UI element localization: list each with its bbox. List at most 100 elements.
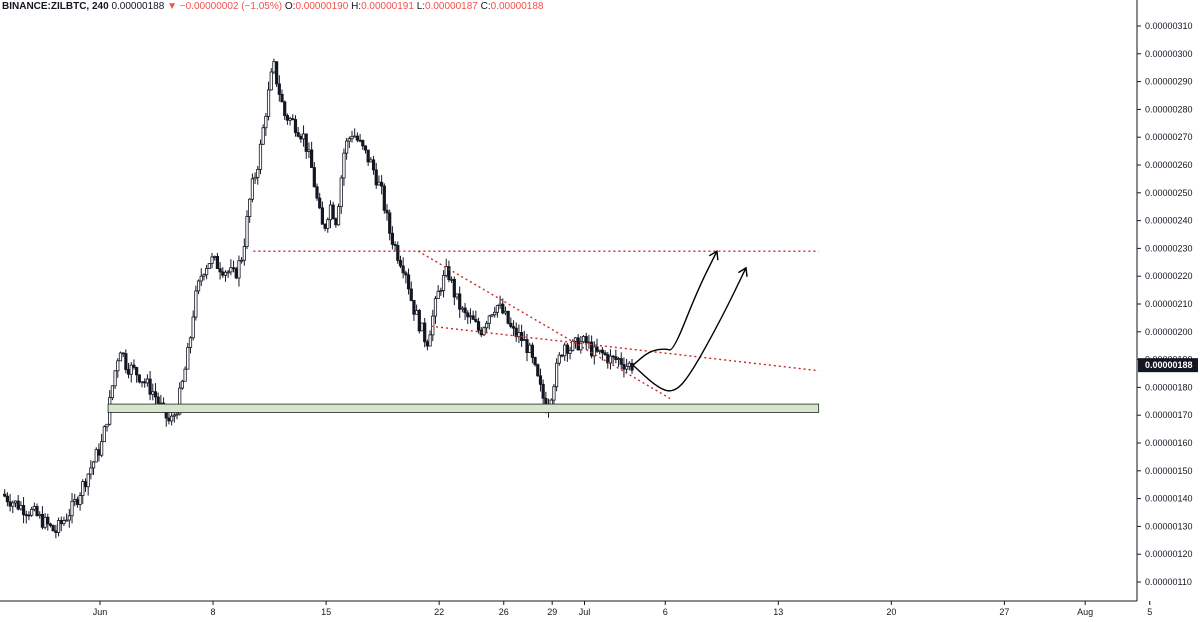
candle: [342, 148, 346, 186]
candle: [458, 286, 462, 319]
candle: [468, 308, 473, 324]
candle: [498, 295, 502, 310]
last-price: 0.00000188: [111, 1, 165, 12]
candle: [576, 334, 580, 351]
candle: [619, 352, 623, 370]
time-tick-label: 6: [663, 607, 668, 617]
time-tick-label: 13: [773, 607, 783, 617]
candle: [452, 276, 456, 306]
projected-path[interactable]: [632, 267, 747, 392]
candle: [73, 493, 77, 507]
candle: [234, 266, 238, 280]
candle: [43, 513, 47, 530]
time-tick-label: 22: [434, 607, 444, 617]
candle: [275, 61, 279, 88]
high-value: 0.00000191: [361, 1, 414, 12]
candle: [460, 306, 464, 313]
candle: [514, 322, 518, 342]
candle: [205, 264, 209, 280]
price-tick-label: 0.00000240: [1145, 216, 1193, 226]
candle: [471, 310, 475, 320]
arrow-head-icon: [708, 250, 719, 261]
candle: [320, 201, 324, 225]
candle: [315, 183, 319, 201]
candle: [377, 175, 381, 186]
candle: [396, 241, 400, 264]
trendline[interactable]: [417, 250, 671, 400]
candle: [366, 149, 370, 166]
candle: [124, 349, 128, 374]
candle: [240, 257, 244, 264]
candle: [148, 371, 152, 401]
candle: [94, 447, 98, 463]
candle: [293, 115, 298, 137]
candle: [3, 489, 7, 498]
support-zone[interactable]: [107, 403, 820, 413]
candle: [482, 326, 486, 337]
current-price-label: 0.00000188: [1145, 360, 1193, 370]
candle: [441, 270, 446, 298]
candle: [102, 425, 106, 443]
candle: [336, 203, 341, 226]
candle: [46, 513, 50, 531]
symbol-label: BINANCE:ZILBTC, 240: [2, 1, 109, 12]
candle: [420, 322, 424, 332]
price-axis[interactable]: 0.00000310 0.00000300 0.00000290 0.00000280…: [1136, 0, 1193, 601]
price-tick-label: 0.00000250: [1145, 188, 1193, 198]
candle: [382, 183, 386, 214]
candle: [116, 358, 120, 378]
candle: [97, 443, 101, 462]
candle: [326, 217, 330, 233]
candle: [291, 114, 295, 121]
trendline[interactable]: [430, 325, 819, 372]
price-tick-label: 0.00000110: [1145, 577, 1192, 587]
candle: [608, 349, 613, 370]
close-label: C:: [480, 1, 491, 12]
candle: [78, 492, 82, 511]
price-tick-label: 0.00000170: [1145, 410, 1193, 420]
candle: [398, 255, 403, 269]
candle: [35, 503, 39, 517]
time-tick-label: Jun: [93, 607, 108, 617]
candle: [404, 270, 408, 284]
candle: [487, 315, 491, 330]
candle: [56, 517, 61, 537]
low-label: L:: [416, 1, 426, 12]
candle: [231, 260, 236, 273]
candle: [51, 524, 55, 532]
candle: [202, 273, 206, 281]
candle: [59, 516, 63, 532]
candle: [221, 267, 225, 278]
candle: [476, 317, 481, 334]
candle: [194, 285, 198, 321]
time-axis[interactable]: Jun 8 15 22 26 29 Jul 6 13 20 27 Aug 5: [0, 600, 1152, 617]
candle: [110, 385, 115, 401]
candle: [447, 260, 451, 283]
candle: [24, 510, 28, 524]
price-tick-label: 0.00000130: [1145, 521, 1193, 531]
price-tick-label: 0.00000300: [1145, 49, 1193, 59]
candle: [167, 412, 171, 425]
candle: [126, 362, 131, 379]
candle: [11, 500, 15, 514]
candle: [563, 342, 567, 361]
open-label: O:: [284, 1, 296, 12]
candle: [423, 317, 427, 348]
candle: [210, 252, 214, 269]
candle: [485, 320, 489, 333]
candle: [506, 310, 510, 325]
candle: [196, 279, 201, 294]
time-tick-label: Jul: [579, 607, 591, 617]
projected-path[interactable]: [632, 250, 718, 366]
candle: [522, 330, 526, 341]
candle: [213, 255, 217, 261]
candle: [151, 383, 155, 401]
candle: [606, 351, 610, 369]
open-value: 0.00000190: [295, 1, 349, 12]
candle: [590, 335, 594, 359]
time-tick-label: 5: [1147, 607, 1152, 617]
candle: [380, 175, 384, 195]
candle: [495, 304, 499, 318]
chart-header: BINANCE:ZILBTC, 240 0.00000188 ▼ −0.0000…: [0, 0, 1142, 14]
